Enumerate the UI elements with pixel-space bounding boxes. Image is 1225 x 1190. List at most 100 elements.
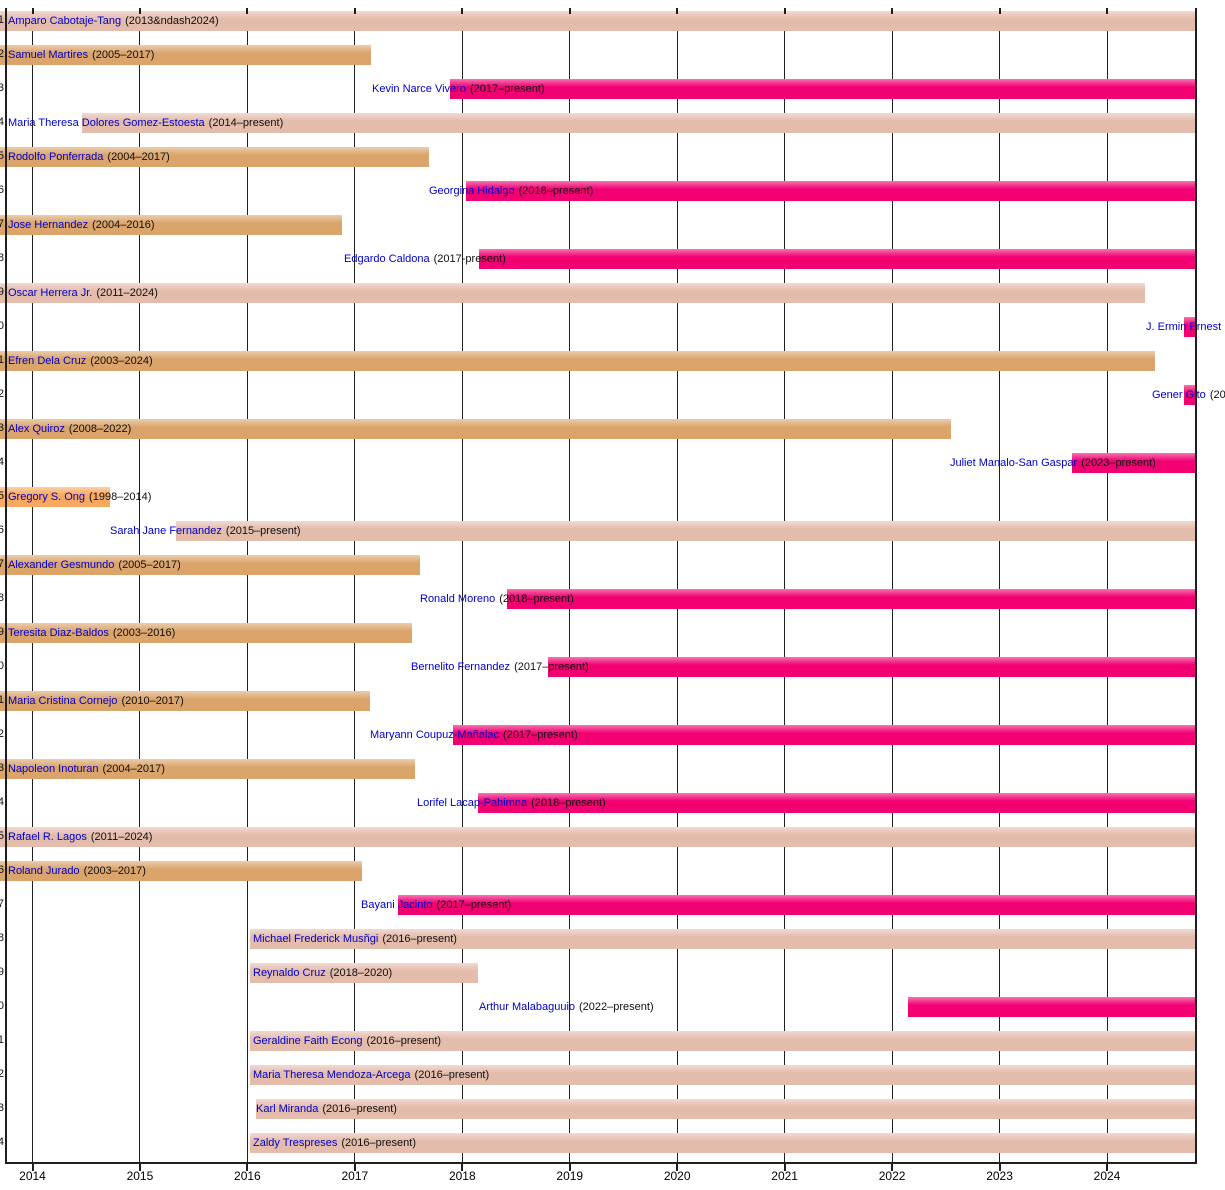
year-gridline (891, 8, 893, 1163)
axis-tick (998, 1162, 1001, 1171)
person-term-years: (2004–2017) (107, 151, 170, 163)
person-name-link[interactable]: Edgardo Caldona (344, 253, 430, 265)
person-name-link[interactable]: Maryann Coupuz-Mañalac (370, 729, 500, 741)
person-name-link[interactable]: Gregory S. Ong (8, 491, 86, 503)
person-term-years: (2003–2024) (90, 355, 153, 367)
person-label: Edgardo Caldona (2017-present) (344, 249, 506, 269)
person-label: Maria Theresa Mendoza-Arcega (2016–presen… (253, 1065, 489, 1085)
person-term-years: (2005–2017) (118, 559, 181, 571)
timeline-bar (548, 657, 1196, 677)
person-term-years: (2018–2020) (329, 967, 393, 979)
person-term-years: (2017–present) (469, 83, 545, 95)
person-label: Roland Jurado (2003–2017) (8, 861, 146, 881)
person-name-link[interactable]: Rodolfo Ponferrada (8, 151, 104, 163)
plot-right-border (1195, 8, 1197, 1164)
x-axis-year-label: 2019 (556, 1169, 584, 1183)
person-name-link[interactable]: Michael Frederick Musñgi (253, 933, 379, 945)
person-term-years: (2010–2017) (121, 695, 184, 707)
person-name-link[interactable]: Juliet Manalo-San Gaspar (950, 457, 1078, 469)
timeline-bar (0, 45, 371, 65)
row-number: 27 (0, 898, 4, 910)
person-label: Georgina Hidalgo (2018–present) (429, 181, 593, 201)
person-name-link[interactable]: J. Ermin Ernest Lo (1146, 321, 1225, 333)
person-label: Efren Dela Cruz (2003–2024) (8, 351, 153, 371)
person-label: Bernelito Fernandez (2017–present) (411, 657, 589, 677)
person-name-link[interactable]: Geraldine Faith Econg (253, 1035, 363, 1047)
row-number: 19 (0, 626, 4, 638)
axis-tick (31, 1162, 34, 1171)
person-name-link[interactable]: Roland Jurado (8, 865, 80, 877)
person-label: Gener Gito(2024–present) (1152, 385, 1225, 405)
axis-tick (1106, 8, 1108, 14)
row-number: 25 (0, 830, 4, 842)
person-term-years: (2011–2024) (90, 831, 153, 843)
person-name-link[interactable]: Reynaldo Cruz (253, 967, 326, 979)
row-number: 29 (0, 966, 4, 978)
person-name-link[interactable]: Ronald Moreno (420, 593, 496, 605)
person-label: Alex Quiroz (2008–2022) (8, 419, 131, 439)
person-label: Teresita Diaz-Baldos (2003–2016) (8, 623, 175, 643)
person-name-link[interactable]: Oscar Herrera Jr. (8, 287, 93, 299)
person-name-link[interactable]: Kevin Narce Vivero (372, 83, 466, 95)
person-label: Rodolfo Ponferrada (2004–2017) (8, 147, 170, 167)
person-name-link[interactable]: Gener Gito (1152, 389, 1206, 401)
person-name-link[interactable]: Samuel Martires (8, 49, 89, 61)
person-name-link[interactable]: Maria Theresa Mendoza-Arcega (253, 1069, 411, 1081)
person-name-link[interactable]: Karl Miranda (256, 1103, 319, 1115)
row-number: 16 (0, 524, 4, 536)
axis-tick (568, 1162, 571, 1171)
y-axis-line (5, 8, 7, 1164)
person-name-link[interactable]: Maria Theresa Dolores Gomez-Estoesta (8, 117, 205, 129)
timeline-bar (255, 1099, 1196, 1119)
person-name-link[interactable]: Jose Hernandez (8, 219, 89, 231)
person-name-link[interactable]: Bernelito Fernandez (411, 661, 511, 673)
x-axis-year-label: 2022 (878, 1169, 906, 1183)
timeline-bar (465, 181, 1196, 201)
timeline-bar (479, 249, 1196, 269)
x-axis-year-label: 2020 (663, 1169, 691, 1183)
row-number: 3 (0, 82, 4, 94)
person-name-link[interactable]: Bayani Jacinto (361, 899, 433, 911)
person-name-link[interactable]: Efren Dela Cruz (8, 355, 87, 367)
timeline-bar (249, 1065, 1196, 1085)
x-axis-line (5, 1162, 1197, 1164)
person-term-years: (2003–2017) (83, 865, 146, 877)
timeline-bar (0, 147, 429, 167)
person-name-link[interactable]: Rafael R. Lagos (8, 831, 87, 843)
timeline-bar (249, 963, 479, 983)
axis-tick (783, 8, 786, 14)
person-name-link[interactable]: Sarah Jane Fernandez (110, 525, 222, 537)
row-number: 12 (0, 388, 4, 400)
person-name-link[interactable]: Alexander Gesmundo (8, 559, 115, 571)
timeline-bar (0, 11, 1196, 31)
year-gridline (784, 8, 786, 1163)
person-label: Oscar Herrera Jr. (2011–2024) (8, 283, 158, 303)
person-name-link[interactable]: Lorifel Lacap-Pahimna (417, 797, 528, 809)
year-gridline (461, 8, 463, 1163)
person-name-link[interactable]: Zaldy Trespreses (253, 1137, 338, 1149)
timeline-bar (0, 691, 370, 711)
timeline-bar (249, 1133, 1196, 1153)
x-axis-year-label: 2015 (126, 1169, 154, 1183)
row-number: 13 (0, 422, 4, 434)
row-number: 23 (0, 762, 4, 774)
person-term-years: (2016–present) (414, 1069, 490, 1081)
row-number: 32 (0, 1068, 4, 1080)
x-axis-year-label: 2017 (341, 1169, 369, 1183)
person-name-link[interactable]: Maria Cristina Cornejo (8, 695, 118, 707)
person-label: Zaldy Trespreses (2016–present) (253, 1133, 416, 1153)
x-axis-year-label: 2014 (19, 1169, 46, 1183)
person-name-link[interactable]: Napoleon Inoturan (8, 763, 99, 775)
axis-tick (1106, 1162, 1108, 1171)
person-name-link[interactable]: Arthur Malabaguuio (479, 1001, 576, 1013)
person-name-link[interactable]: Alex Quiroz (8, 423, 65, 435)
row-number: 22 (0, 728, 4, 740)
person-name-link[interactable]: Teresita Diaz-Baldos (8, 627, 109, 639)
axis-tick (138, 1162, 141, 1171)
axis-tick (998, 8, 1001, 14)
person-name-link[interactable]: Amparo Cabotaje-Tang (8, 15, 122, 27)
person-term-years: (2022–present) (579, 1001, 654, 1013)
row-number: 15 (0, 490, 4, 502)
person-name-link[interactable]: Georgina Hidalgo (429, 185, 515, 197)
